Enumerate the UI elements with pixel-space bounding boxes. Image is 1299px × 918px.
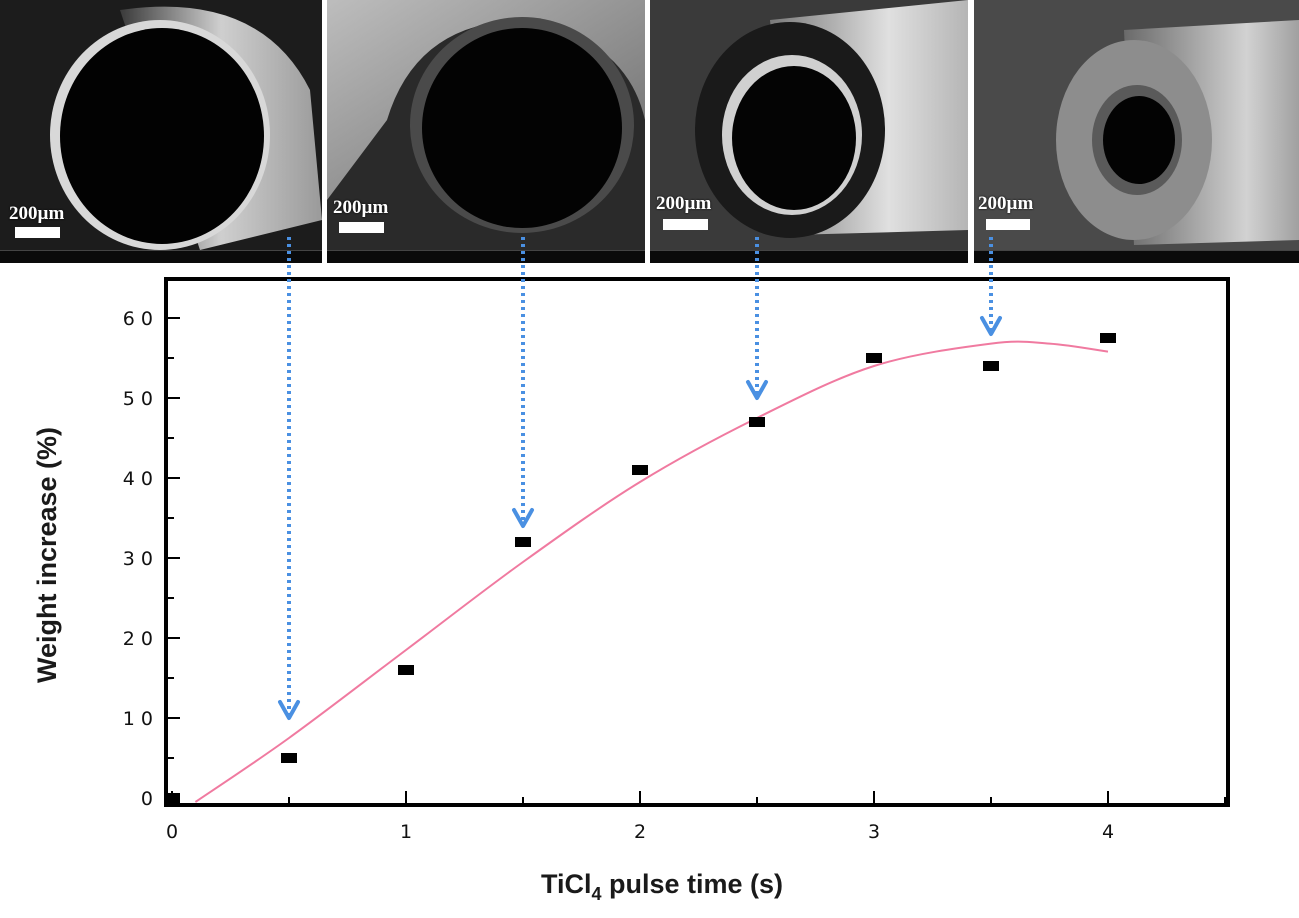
- data-point: [398, 665, 414, 675]
- x-axis: 0 1 2 3 4: [166, 791, 1226, 843]
- x-tick-label: 4: [1102, 821, 1114, 843]
- sem-image-3: 200µm: [650, 0, 968, 263]
- dotted-arrow: [512, 237, 534, 528]
- scale-bar: [986, 219, 1030, 230]
- y-axis-title: Weight increase (%): [32, 427, 62, 683]
- x-tick-label: 1: [400, 821, 412, 843]
- y-tick-label: 2 0: [123, 628, 153, 650]
- y-tick-label: 3 0: [123, 548, 153, 570]
- arrow-head: [512, 508, 534, 528]
- y-tick-label: 5 0: [123, 388, 153, 410]
- x-tick-label: 3: [868, 821, 880, 843]
- arrow-head: [278, 700, 300, 720]
- data-point: [1100, 333, 1116, 343]
- scale-bar: [339, 222, 384, 233]
- arrow-layer: [278, 237, 1002, 720]
- sem-info-strip: [974, 250, 1299, 263]
- data-point: [281, 753, 297, 763]
- y-tick-label: 4 0: [123, 468, 153, 490]
- sem-info-strip: [0, 250, 322, 263]
- data-point: [515, 537, 531, 547]
- x-axis-title-prefix: TiCl: [541, 869, 592, 899]
- dotted-arrow: [980, 237, 1002, 336]
- y-axis: 0 1 0 2 0 3 0 4 0 5 0 6 0: [123, 308, 180, 810]
- x-axis-title: TiCl4 pulse time (s): [541, 869, 783, 904]
- dotted-arrow: [746, 237, 768, 400]
- data-point: [164, 793, 180, 803]
- scale-bar: [663, 219, 708, 230]
- sem-image-1: 200µm: [0, 0, 322, 263]
- sem-tube-graphic: [327, 0, 645, 263]
- sem-tube-graphic: [0, 0, 322, 263]
- fit-curve-layer: [194, 340, 1109, 803]
- sem-tube-graphic: [974, 0, 1299, 263]
- data-point: [866, 353, 882, 363]
- data-points: [164, 333, 1116, 803]
- scale-label: 200µm: [333, 197, 389, 218]
- scale-label: 200µm: [9, 203, 65, 224]
- x-axis-title-subscript: 4: [591, 884, 601, 904]
- fit-curve: [194, 340, 1109, 803]
- arrow-head: [980, 316, 1002, 336]
- arrow-head: [746, 380, 768, 400]
- x-tick-label: 0: [166, 821, 178, 843]
- y-tick-label: 6 0: [123, 308, 153, 330]
- y-tick-label: 0: [141, 788, 153, 810]
- sem-info-strip: [327, 250, 645, 263]
- sem-image-4: 200µm: [974, 0, 1299, 263]
- sem-info-strip: [650, 250, 968, 263]
- x-axis-title-suffix: pulse time (s): [601, 869, 783, 899]
- scale-label: 200µm: [978, 193, 1034, 214]
- data-point: [749, 417, 765, 427]
- data-point: [983, 361, 999, 371]
- sem-image-2: 200µm: [327, 0, 645, 263]
- y-tick-label: 1 0: [123, 708, 153, 730]
- plot-frame: [164, 277, 1230, 807]
- dotted-arrow: [278, 237, 300, 720]
- scale-label: 200µm: [656, 193, 712, 214]
- x-tick-label: 2: [634, 821, 646, 843]
- data-point: [632, 465, 648, 475]
- scale-bar: [15, 227, 60, 238]
